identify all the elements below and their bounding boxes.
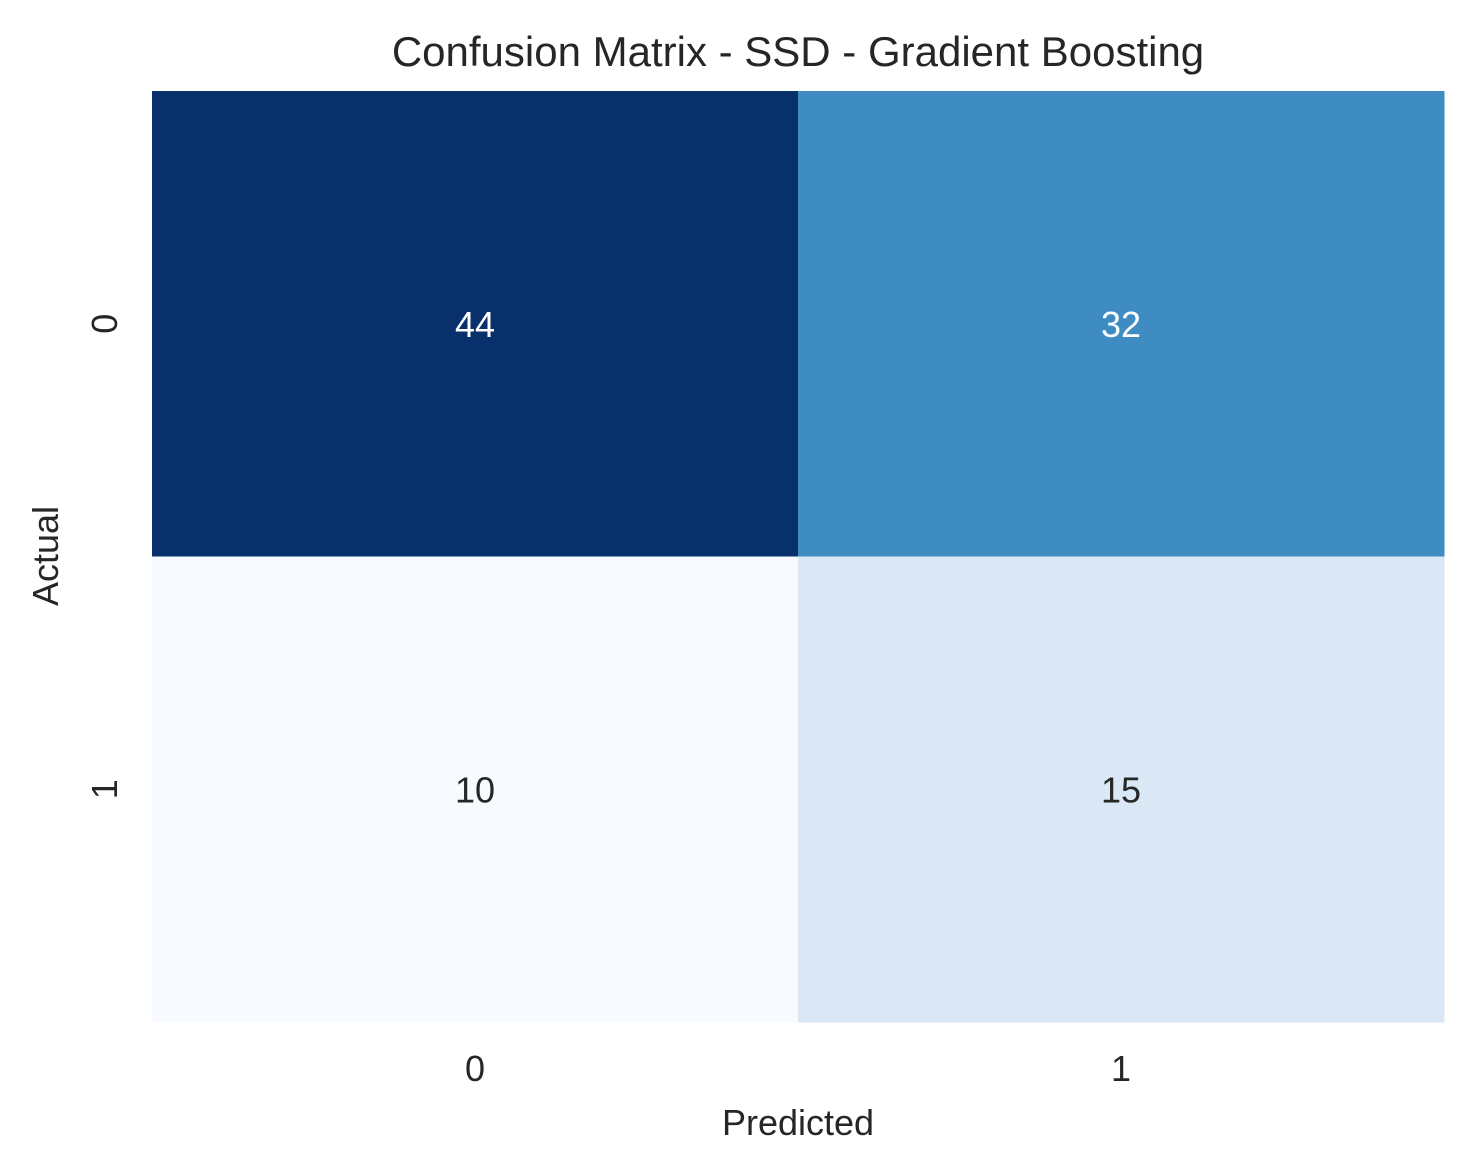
chart-title: Confusion Matrix - SSD - Gradient Boosti… [392, 28, 1204, 75]
y-axis-label: Actual [25, 506, 66, 606]
heatmap-cell-r1-c0 [152, 556, 799, 1023]
heatmap-cell-r1-c1 [798, 556, 1445, 1023]
heatmap-cell-value-r0-c1: 32 [1101, 304, 1141, 345]
x-tick-label-0: 0 [465, 1048, 485, 1089]
y-tick-label-1: 1 [84, 779, 125, 799]
heatmap-cell-value-r1-c0: 10 [455, 769, 495, 810]
x-tick-label-1: 1 [1111, 1048, 1131, 1089]
heatmap-cells [152, 91, 1445, 1023]
heatmap-cell-value-r0-c0: 44 [455, 304, 495, 345]
y-axis-ticks: 01 [84, 314, 125, 800]
heatmap-cell-r0-c0 [152, 91, 799, 557]
heatmap-cell-r0-c1 [798, 91, 1445, 557]
heatmap-cell-value-r1-c1: 15 [1101, 769, 1141, 810]
heatmap-cell-labels: 44 32 10 15 [455, 304, 1141, 811]
y-tick-label-0: 0 [84, 314, 125, 334]
x-axis-label: Predicted [722, 1102, 874, 1143]
